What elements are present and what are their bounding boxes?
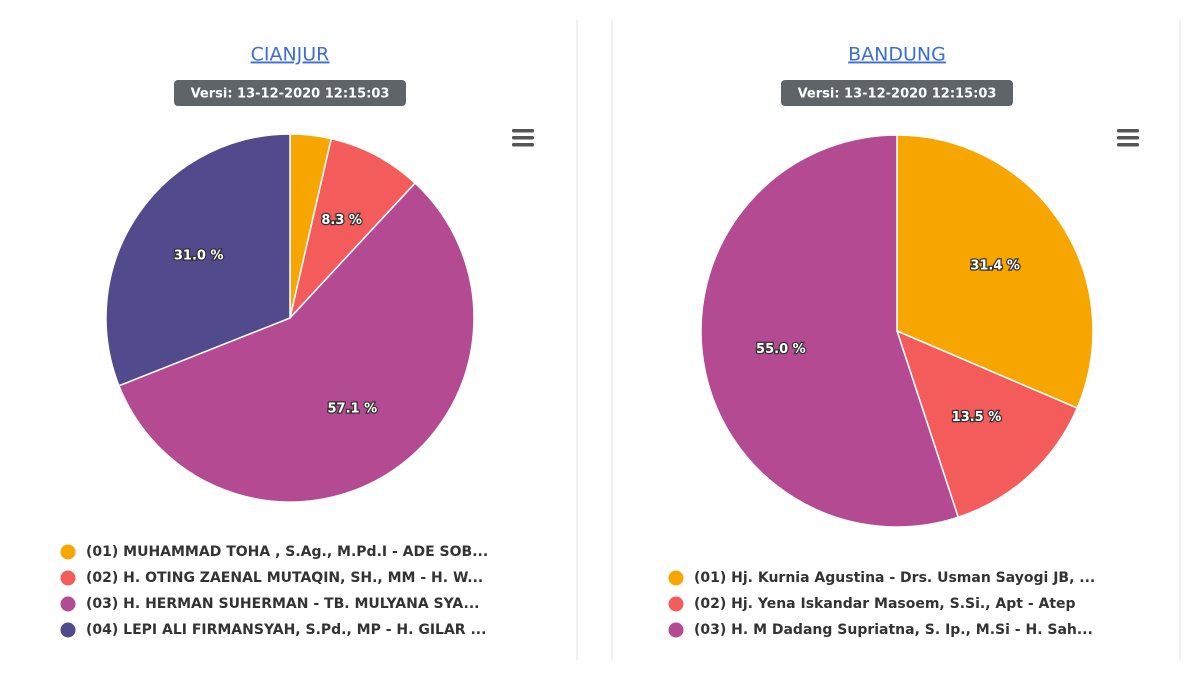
version-badge: [174, 80, 406, 106]
pie-slice: [105, 133, 291, 387]
legend-label: (03) H. M Dadang Supriatna, S. Ip., M.Si…: [694, 622, 1093, 638]
data-label: 13.5 %: [952, 410, 1002, 425]
menu-button[interactable]: [1117, 129, 1139, 147]
legend-label: (01) Hj. Kurnia Agustina - Drs. Usman Sa…: [694, 570, 1095, 586]
menu-bar: [1117, 129, 1139, 133]
legend-marker: [60, 596, 76, 612]
chart-title[interactable]: BANDUNG: [848, 44, 946, 66]
legend-label: (01) MUHAMMAD TOHA , S.Ag., M.Pd.I - ADE…: [86, 544, 488, 560]
legend-item[interactable]: (01) MUHAMMAD TOHA , S.Ag., M.Pd.I - ADE…: [60, 544, 489, 560]
legend-marker: [60, 570, 76, 586]
chart-subtitle: Versi: 13-12-2020 12:15:03: [798, 87, 997, 102]
menu-bar: [1117, 143, 1139, 147]
pie-slice: [700, 134, 960, 528]
version-badge: [781, 80, 1013, 106]
data-label: 55.0 %: [756, 342, 806, 357]
legend-item[interactable]: (01) Hj. Kurnia Agustina - Drs. Usman Sa…: [668, 570, 1096, 586]
legend-item[interactable]: (04) LEPI ALI FIRMANSYAH, S.Pd., MP - H.…: [60, 622, 487, 638]
legend-item[interactable]: (03) H. M Dadang Supriatna, S. Ip., M.Si…: [668, 622, 1093, 638]
pie-slice: [117, 182, 475, 503]
pie-slice: [895, 329, 1079, 519]
legend-marker: [668, 570, 684, 586]
legend-label: (03) H. HERMAN SUHERMAN - TB. MULYANA SY…: [86, 596, 479, 612]
legend-marker: [60, 544, 76, 560]
legend-label: (04) LEPI ALI FIRMANSYAH, S.Pd., MP - H.…: [86, 622, 486, 638]
chart-subtitle: Versi: 13-12-2020 12:15:03: [191, 87, 390, 102]
legend-marker: [60, 622, 76, 638]
legend-label: (02) Hj. Yena Iskandar Masoem, S.Si., Ap…: [694, 596, 1076, 612]
menu-button[interactable]: [512, 129, 534, 147]
menu-bar: [512, 136, 534, 140]
pie-slice: [288, 137, 417, 321]
menu-bar: [1117, 136, 1139, 140]
legend-label: (02) H. OTING ZAENAL MUTAQIN, SH., MM - …: [86, 570, 483, 586]
legend-marker: [668, 596, 684, 612]
menu-bar: [512, 129, 534, 133]
data-label: 31.4 %: [970, 259, 1020, 274]
chart-title[interactable]: CIANJUR: [251, 44, 330, 66]
data-label: 57.1 %: [328, 402, 378, 417]
menu-bar: [512, 143, 534, 147]
data-label: 8.3 %: [321, 213, 362, 228]
legend-item[interactable]: (03) H. HERMAN SUHERMAN - TB. MULYANA SY…: [60, 596, 480, 612]
data-label: 31.0 %: [174, 248, 224, 263]
legend-item[interactable]: (02) Hj. Yena Iskandar Masoem, S.Si., Ap…: [668, 596, 1076, 612]
legend-item[interactable]: (02) H. OTING ZAENAL MUTAQIN, SH., MM - …: [60, 570, 484, 586]
legend-marker: [668, 622, 684, 638]
pie-slice: [896, 134, 1094, 410]
